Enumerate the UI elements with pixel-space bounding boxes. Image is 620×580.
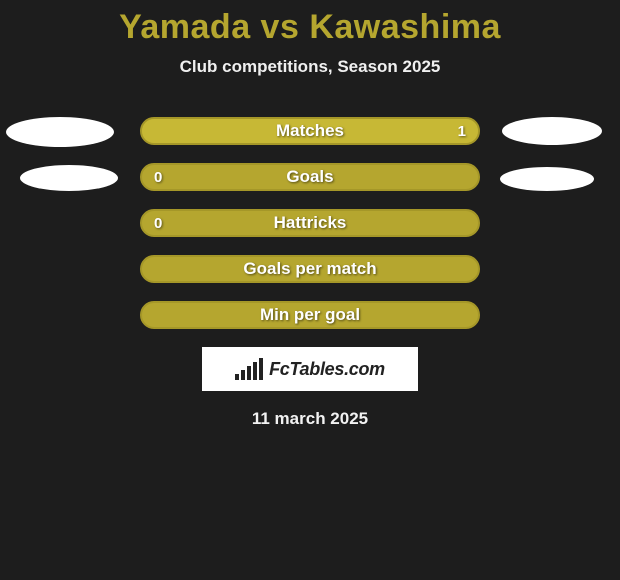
left-player-ellipse-2: [20, 165, 118, 191]
right-player-ellipse-2: [500, 167, 594, 191]
page-title: Yamada vs Kawashima: [0, 0, 620, 47]
stat-bar: Goals per match: [140, 255, 480, 283]
stat-bar-label: Matches: [142, 121, 478, 141]
stat-bar: Matches1: [140, 117, 480, 145]
stat-bar-left-value: 0: [154, 215, 162, 232]
stat-bar-label: Hattricks: [142, 213, 478, 233]
stat-bar: Goals0: [140, 163, 480, 191]
stat-bar: Hattricks0: [140, 209, 480, 237]
comparison-bars: Matches1Goals0Hattricks0Goals per matchM…: [140, 117, 480, 329]
left-player-ellipse-1: [6, 117, 114, 147]
stat-bar-label: Min per goal: [142, 305, 478, 325]
stat-bar-left-value: 0: [154, 169, 162, 186]
right-player-ellipse-1: [502, 117, 602, 145]
stats-area: Matches1Goals0Hattricks0Goals per matchM…: [0, 117, 620, 329]
brand-badge: FcTables.com: [202, 347, 418, 391]
page-subtitle: Club competitions, Season 2025: [0, 57, 620, 77]
stat-bar-right-value: 1: [458, 123, 466, 140]
stat-bar-label: Goals: [142, 167, 478, 187]
stat-bar: Min per goal: [140, 301, 480, 329]
brand-text: FcTables.com: [269, 359, 385, 380]
stat-bar-label: Goals per match: [142, 259, 478, 279]
brand-icon: [235, 358, 263, 380]
date-label: 11 march 2025: [0, 409, 620, 429]
